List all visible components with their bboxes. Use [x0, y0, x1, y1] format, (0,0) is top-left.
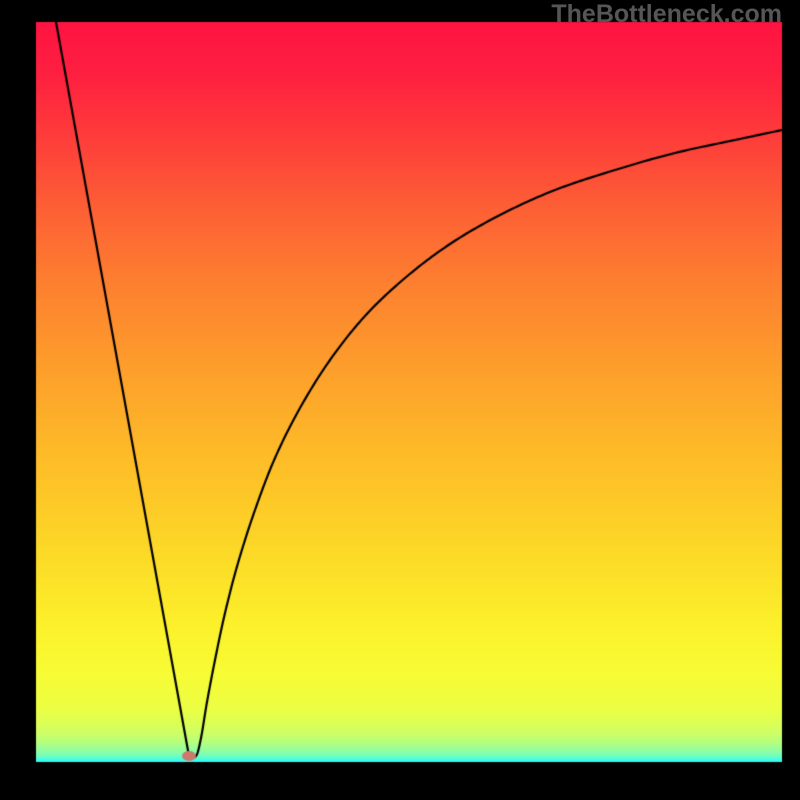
chart-frame: TheBottleneck.com [0, 0, 800, 800]
watermark-text: TheBottleneck.com [551, 0, 782, 29]
bottleneck-curve-chart [0, 0, 800, 800]
